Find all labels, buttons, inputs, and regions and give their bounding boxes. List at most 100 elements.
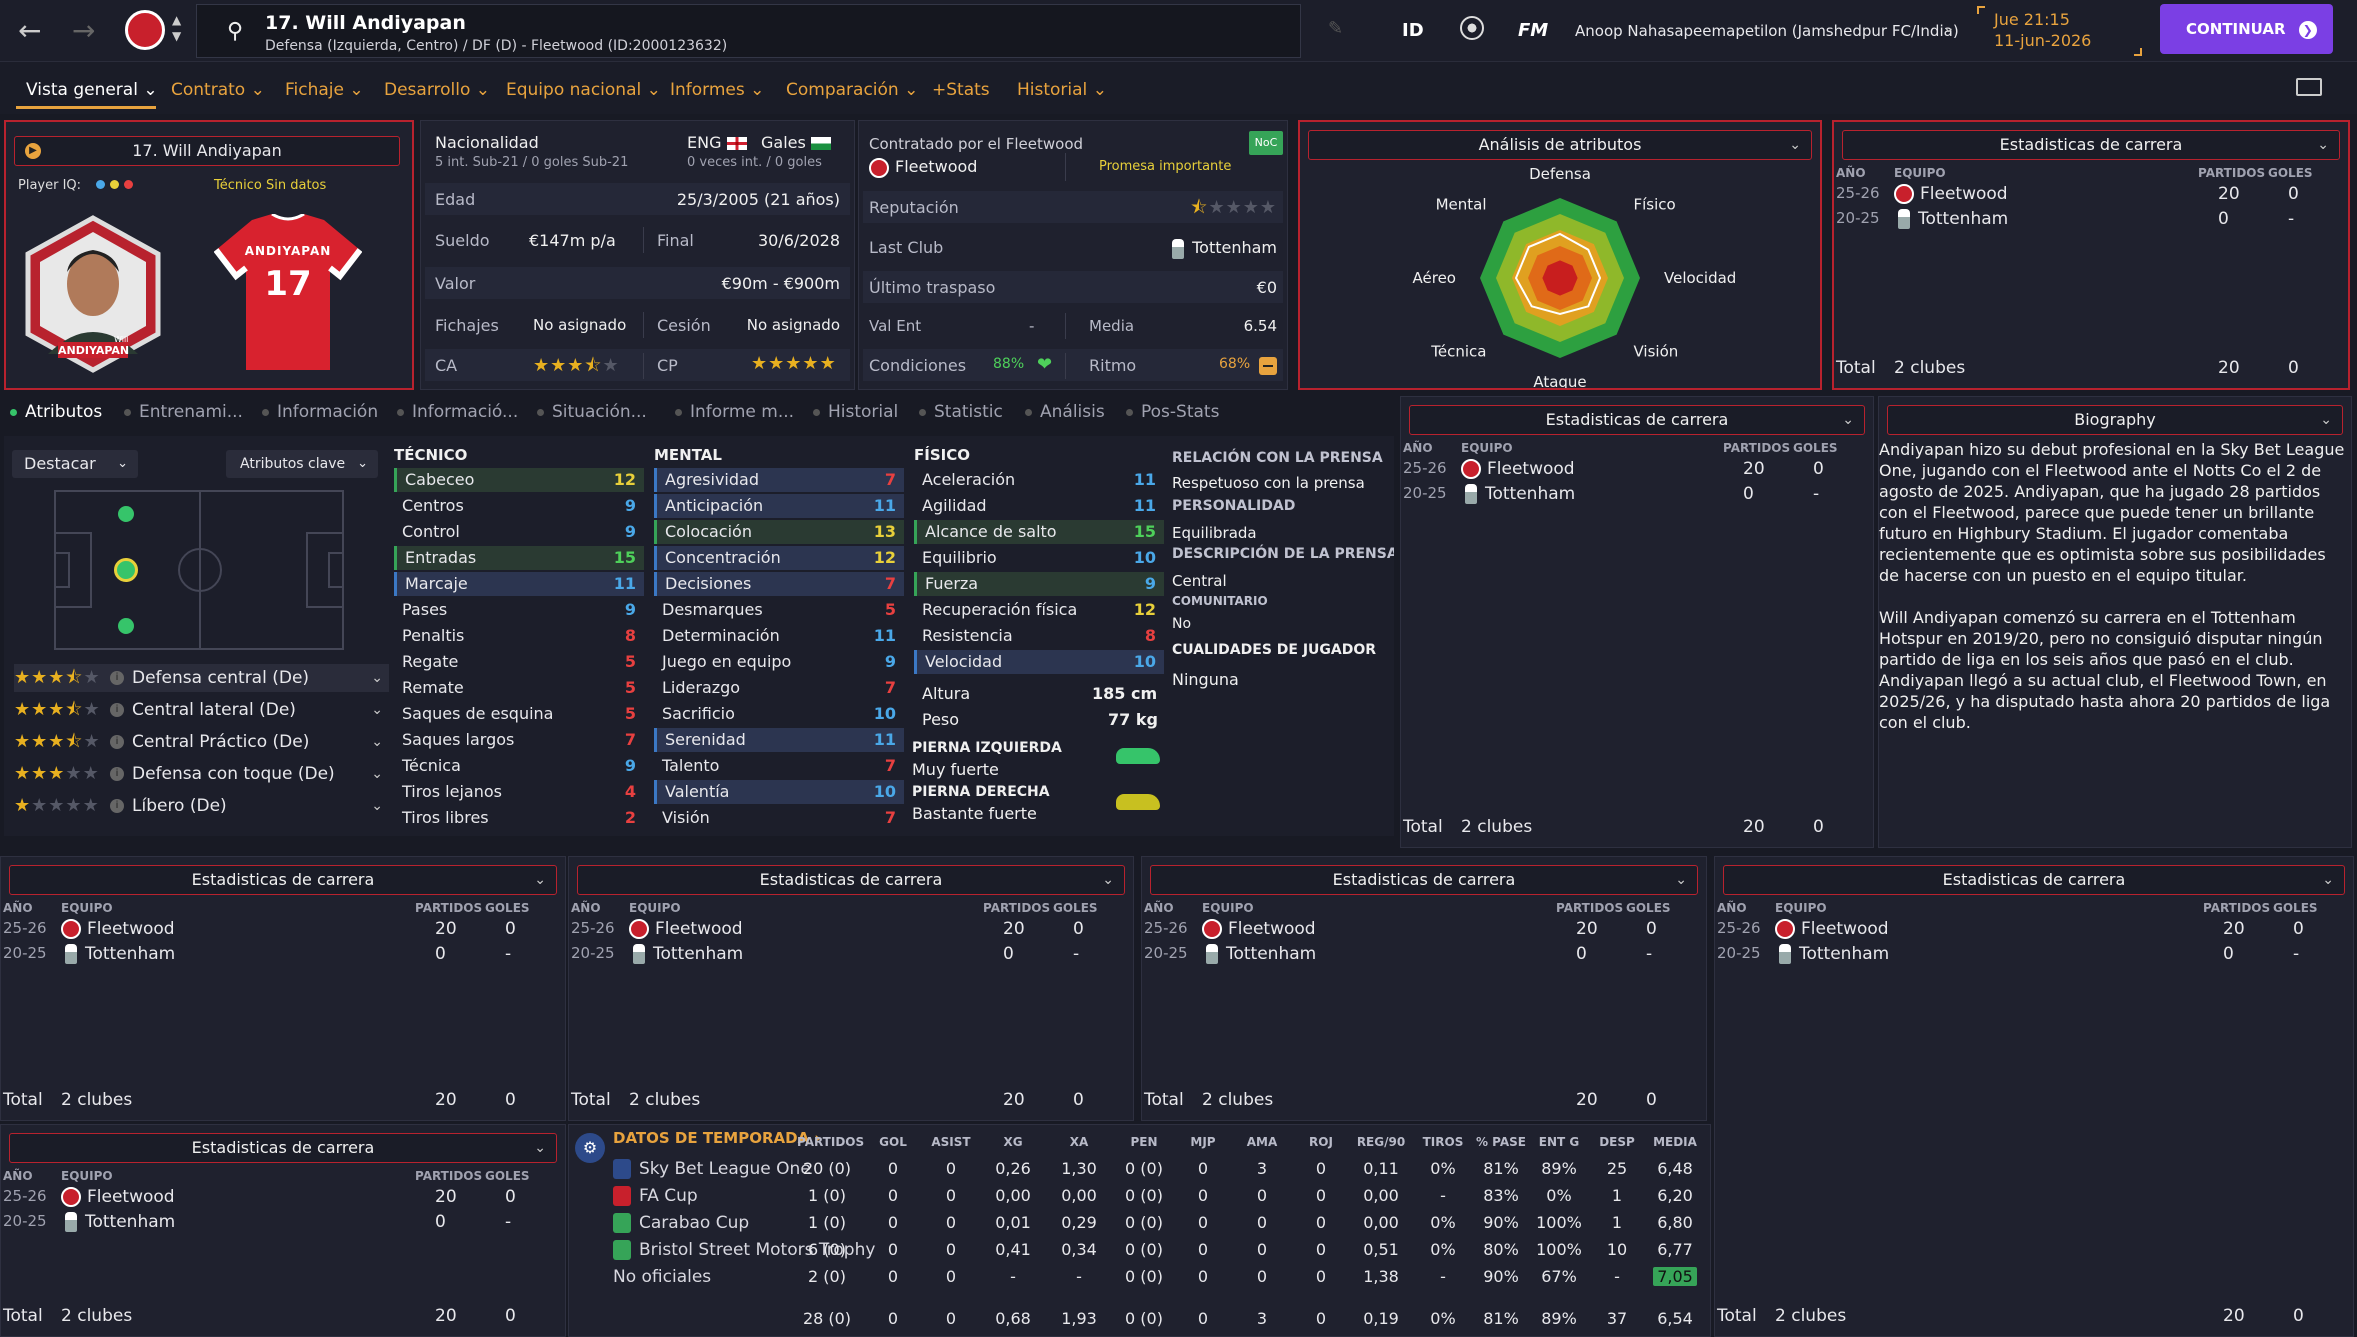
club-switch-icon[interactable]: ▲ ▼	[172, 13, 182, 43]
lastclub-value[interactable]: Tottenham	[1168, 238, 1277, 259]
player-name-box[interactable]: ▶ 17. Will Andiyapan	[14, 136, 400, 166]
menu-vista-general[interactable]: Vista general ⌄	[26, 80, 158, 100]
competition-name[interactable]: Carabao Cup	[613, 1213, 749, 1233]
career-team[interactable]: Tottenham	[61, 1212, 175, 1232]
attribute-tecnico[interactable]: Saques largos 7	[394, 728, 644, 752]
search-box[interactable]: ⚲ 17. Will Andiyapan Defensa (Izquierda,…	[196, 4, 1301, 58]
attribute-tecnico[interactable]: Saques de esquina 5	[394, 702, 644, 726]
attribute-mental[interactable]: Anticipación 11	[654, 494, 904, 518]
role-row[interactable]: ★★★⯪★ i Central Práctico (De) ⌄	[14, 728, 389, 756]
career-dropdown[interactable]: Estadisticas de carrera ⌄	[1842, 130, 2340, 160]
attribute-mental[interactable]: Talento 7	[654, 754, 904, 778]
role-row[interactable]: ★★★⯪★ i Central lateral (De) ⌄	[14, 696, 389, 724]
position-dot[interactable]	[118, 506, 134, 522]
career-team[interactable]: Fleetwood	[1202, 919, 1316, 939]
attribute-tecnico[interactable]: Entradas 15	[394, 546, 644, 570]
career-dropdown[interactable]: Estadisticas de carrera ⌄	[1150, 865, 1698, 895]
nationality-gales[interactable]: Gales	[761, 133, 831, 152]
attribute-mental[interactable]: Colocación 13	[654, 520, 904, 544]
tab-pos-stats[interactable]: Pos-Stats	[1126, 402, 1219, 422]
career-team[interactable]: Tottenham	[1775, 944, 1889, 964]
attribute-mental[interactable]: Determinación 11	[654, 624, 904, 648]
attribute-fisico[interactable]: Agilidad 11	[914, 494, 1164, 518]
nationality-eng[interactable]: ENG	[687, 133, 747, 152]
career-dropdown[interactable]: Estadisticas de carrera ⌄	[9, 865, 557, 895]
attribute-tecnico[interactable]: Remate 5	[394, 676, 644, 700]
attribute-tecnico[interactable]: Pases 9	[394, 598, 644, 622]
tab-situacion[interactable]: Situación...	[537, 402, 647, 422]
tab-informe[interactable]: Informe m...	[675, 402, 794, 422]
career-dropdown[interactable]: Estadisticas de carrera ⌄	[577, 865, 1125, 895]
menu-equipo-nacional[interactable]: Equipo nacional ⌄	[506, 80, 661, 100]
attribute-tecnico[interactable]: Centros 9	[394, 494, 644, 518]
role-row[interactable]: ★★★⯪★ i Defensa central (De) ⌄	[14, 664, 389, 692]
attribute-mental[interactable]: Sacrificio 10	[654, 702, 904, 726]
attribute-fisico[interactable]: Alcance de salto 15	[914, 520, 1164, 544]
continue-button[interactable]: CONTINUAR ❯	[2160, 4, 2333, 54]
position-dot-main[interactable]	[114, 558, 138, 582]
competition-name[interactable]: Bristol Street Motors Trophy	[613, 1240, 875, 1260]
attribute-fisico[interactable]: Aceleración 11	[914, 468, 1164, 492]
attribute-tecnico[interactable]: Técnica 9	[394, 754, 644, 778]
attribute-mental[interactable]: Serenidad 11	[654, 728, 904, 752]
competition-name[interactable]: Sky Bet League One	[613, 1159, 811, 1179]
tab-entrenamiento[interactable]: Entrenami...	[124, 402, 243, 422]
manager-name[interactable]: Anoop Nahasapeemapetilon (Jamshedpur FC/…	[1575, 22, 1959, 40]
forward-arrow-icon[interactable]: →	[72, 14, 96, 47]
radar-dropdown[interactable]: Análisis de atributos ⌄	[1308, 130, 1812, 160]
attribute-mental[interactable]: Decisiones 7	[654, 572, 904, 596]
game-time[interactable]: Jue 21:15	[1994, 10, 2070, 29]
menu-contrato[interactable]: Contrato ⌄	[171, 80, 265, 100]
attribute-mental[interactable]: Liderazgo 7	[654, 676, 904, 700]
attribute-tecnico[interactable]: Cabeceo 12	[394, 468, 644, 492]
attribute-fisico[interactable]: Fuerza 9	[914, 572, 1164, 596]
career-dropdown[interactable]: Estadisticas de carrera ⌄	[1409, 405, 1865, 435]
menu-fichaje[interactable]: Fichaje ⌄	[285, 80, 364, 100]
edit-icon[interactable]: ✎	[1328, 18, 1344, 39]
attribute-tecnico[interactable]: Control 9	[394, 520, 644, 544]
career-team[interactable]: Tottenham	[61, 944, 175, 964]
career-team[interactable]: Tottenham	[629, 944, 743, 964]
tab-analisis[interactable]: Análisis	[1025, 402, 1105, 422]
ball-icon[interactable]	[1460, 16, 1484, 40]
tab-historial[interactable]: Historial	[813, 402, 898, 422]
career-team[interactable]: Fleetwood	[61, 919, 175, 939]
tab-atributos[interactable]: Atributos	[10, 402, 102, 422]
career-team[interactable]: Fleetwood	[61, 1187, 175, 1207]
role-row[interactable]: ★★★★★ i Líbero (De) ⌄	[14, 792, 389, 820]
back-arrow-icon[interactable]: ←	[18, 14, 42, 47]
club-name[interactable]: Fleetwood	[869, 157, 977, 178]
menu-historial[interactable]: Historial ⌄	[1017, 80, 1107, 100]
attribute-fisico[interactable]: Resistencia 8	[914, 624, 1164, 648]
competition-name[interactable]: FA Cup	[613, 1186, 698, 1206]
menu-informes[interactable]: Informes ⌄	[670, 80, 765, 100]
destacar-dropdown[interactable]: Destacar ⌄	[12, 450, 138, 478]
position-dot[interactable]	[118, 618, 134, 634]
season-header[interactable]: DATOS DE TEMPORADA ›	[613, 1129, 821, 1147]
menu-comparacion[interactable]: Comparación ⌄	[786, 80, 919, 100]
attribute-mental[interactable]: Valentía 10	[654, 780, 904, 804]
club-crest-icon[interactable]	[125, 10, 165, 50]
attribute-mental[interactable]: Concentración 12	[654, 546, 904, 570]
career-team[interactable]: Tottenham	[1894, 209, 2008, 229]
ball-gear-icon[interactable]: ⚙	[575, 1133, 605, 1163]
attribute-tecnico[interactable]: Tiros libres 2	[394, 806, 644, 830]
career-dropdown[interactable]: Estadisticas de carrera ⌄	[9, 1133, 557, 1163]
attribute-fisico[interactable]: Velocidad 10	[914, 650, 1164, 674]
monitor-icon[interactable]	[2296, 78, 2322, 96]
fm-button[interactable]: FM	[1518, 20, 1549, 41]
menu-desarrollo[interactable]: Desarrollo ⌄	[384, 80, 491, 100]
manager-chevron-icon[interactable]: ⌄	[1943, 20, 1955, 36]
career-team[interactable]: Fleetwood	[1461, 459, 1575, 479]
id-button[interactable]: ID	[1402, 20, 1424, 41]
attribute-mental[interactable]: Desmarques 5	[654, 598, 904, 622]
attribute-mental[interactable]: Agresividad 7	[654, 468, 904, 492]
career-team[interactable]: Fleetwood	[1894, 184, 2008, 204]
menu-stats[interactable]: +Stats	[932, 80, 990, 100]
attribute-tecnico[interactable]: Penaltis 8	[394, 624, 644, 648]
career-team[interactable]: Tottenham	[1461, 484, 1575, 504]
attribute-tecnico[interactable]: Tiros lejanos 4	[394, 780, 644, 804]
attribute-tecnico[interactable]: Regate 5	[394, 650, 644, 674]
role-row[interactable]: ★★★★★ i Defensa con toque (De) ⌄	[14, 760, 389, 788]
attribute-mental[interactable]: Visión 7	[654, 806, 904, 830]
